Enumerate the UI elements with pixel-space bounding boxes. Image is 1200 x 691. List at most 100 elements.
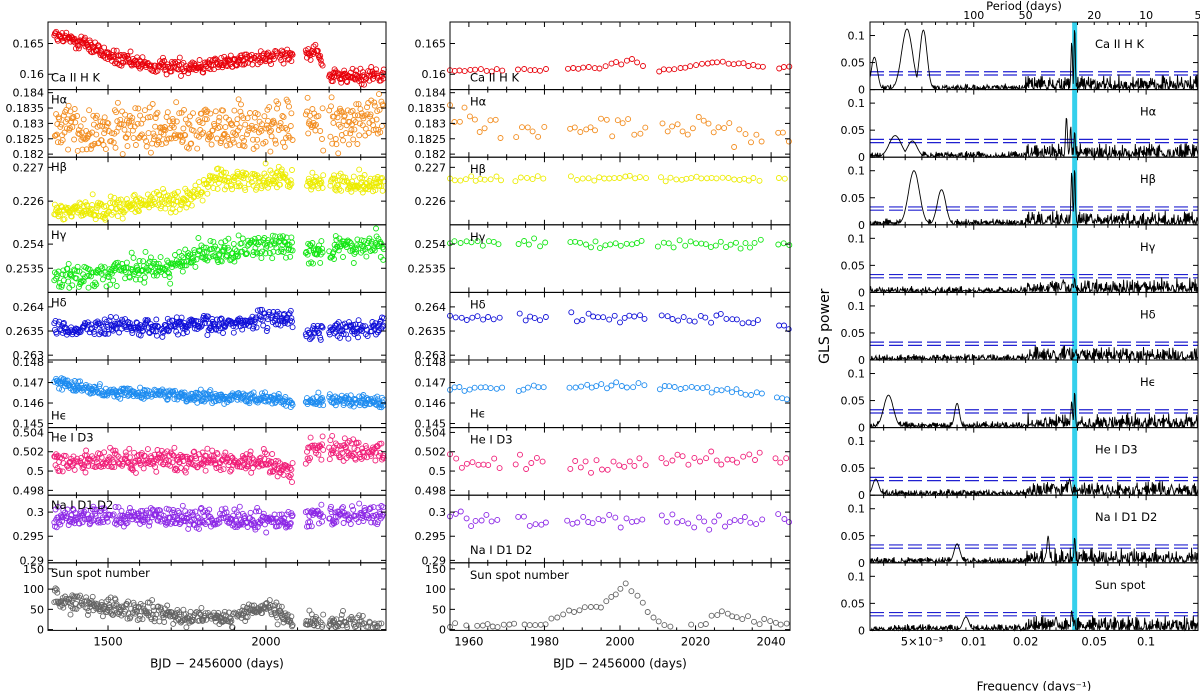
data-point — [123, 134, 130, 141]
data-point — [153, 261, 160, 267]
data-point — [142, 248, 149, 255]
data-point — [638, 237, 645, 244]
data-point — [75, 283, 82, 290]
data-point — [51, 201, 58, 208]
y-tick-label: 0.147 — [13, 377, 45, 390]
data-point — [319, 105, 326, 112]
data-point — [540, 384, 547, 391]
data-point — [731, 176, 738, 183]
data-point — [227, 52, 234, 59]
data-point — [598, 115, 604, 122]
data-point — [355, 101, 362, 108]
data-point — [350, 321, 357, 328]
data-point — [623, 384, 630, 391]
data-point — [105, 274, 112, 281]
data-point — [349, 107, 356, 114]
data-point — [248, 317, 255, 324]
data-point — [101, 264, 108, 271]
data-point — [356, 132, 363, 139]
data-point — [220, 248, 227, 255]
data-point — [742, 240, 749, 247]
data-point — [152, 328, 159, 335]
data-point — [542, 239, 549, 246]
data-point — [124, 52, 131, 59]
data-point — [76, 199, 83, 206]
data-point — [374, 174, 381, 180]
data-point — [306, 248, 313, 254]
data-point — [171, 444, 178, 451]
data-point — [783, 455, 790, 462]
data-point — [629, 518, 635, 525]
data-point — [775, 175, 782, 181]
data-point — [70, 114, 77, 120]
data-point — [614, 117, 621, 124]
data-point — [243, 251, 250, 257]
data-point — [521, 66, 528, 72]
data-point — [169, 115, 176, 122]
data-point — [641, 382, 648, 389]
data-point — [139, 54, 146, 61]
data-point — [707, 244, 714, 251]
data-point — [259, 248, 265, 255]
data-point — [237, 108, 244, 115]
data-point — [233, 323, 240, 330]
y-tick-label: 0.146 — [13, 397, 45, 410]
data-point — [772, 455, 779, 462]
data-point — [619, 120, 626, 127]
data-point — [377, 239, 384, 245]
data-point — [287, 123, 294, 129]
data-point — [117, 116, 124, 123]
data-point — [244, 250, 250, 257]
y-tick-label: 0.148 — [13, 356, 45, 369]
data-point — [80, 116, 87, 123]
data-point — [196, 179, 202, 186]
data-point — [671, 384, 678, 390]
data-point — [278, 166, 285, 173]
data-point — [679, 518, 686, 525]
data-point — [173, 328, 180, 335]
data-point — [339, 449, 346, 456]
data-point — [101, 44, 108, 51]
data-point — [693, 173, 700, 180]
data-point — [539, 458, 546, 465]
data-point — [208, 141, 215, 148]
data-point — [271, 119, 277, 126]
data-point — [129, 200, 136, 207]
data-point — [172, 192, 178, 199]
y-tick-label: 0.498 — [415, 484, 447, 497]
data-point — [263, 328, 270, 334]
y-tick-label: 0.5 — [27, 465, 45, 478]
data-point — [188, 202, 195, 209]
data-point — [302, 460, 309, 467]
data-point — [83, 447, 90, 454]
data-point — [153, 316, 160, 323]
data-point — [351, 126, 358, 133]
data-point — [567, 465, 574, 472]
middle-panel-1-points — [447, 102, 792, 150]
data-point — [288, 315, 295, 322]
data-point — [268, 133, 275, 140]
data-point — [593, 457, 600, 464]
data-point — [786, 242, 793, 249]
data-point — [451, 238, 458, 245]
data-point — [271, 56, 277, 62]
data-point — [775, 129, 782, 136]
data-point — [74, 113, 81, 119]
data-point — [487, 176, 494, 183]
data-point — [202, 467, 209, 474]
data-point — [358, 237, 365, 244]
data-point — [780, 64, 787, 70]
data-point — [347, 521, 354, 527]
data-point — [682, 242, 689, 249]
data-point — [205, 313, 211, 320]
data-point — [107, 281, 114, 288]
data-point — [355, 334, 361, 341]
data-point — [340, 137, 346, 144]
middle-panel-3-frame — [449, 224, 791, 293]
data-point — [268, 61, 274, 68]
left-panel-3-points — [51, 225, 387, 291]
data-point — [330, 249, 337, 256]
data-point — [340, 457, 347, 464]
data-point — [469, 314, 476, 321]
data-point — [566, 384, 573, 391]
